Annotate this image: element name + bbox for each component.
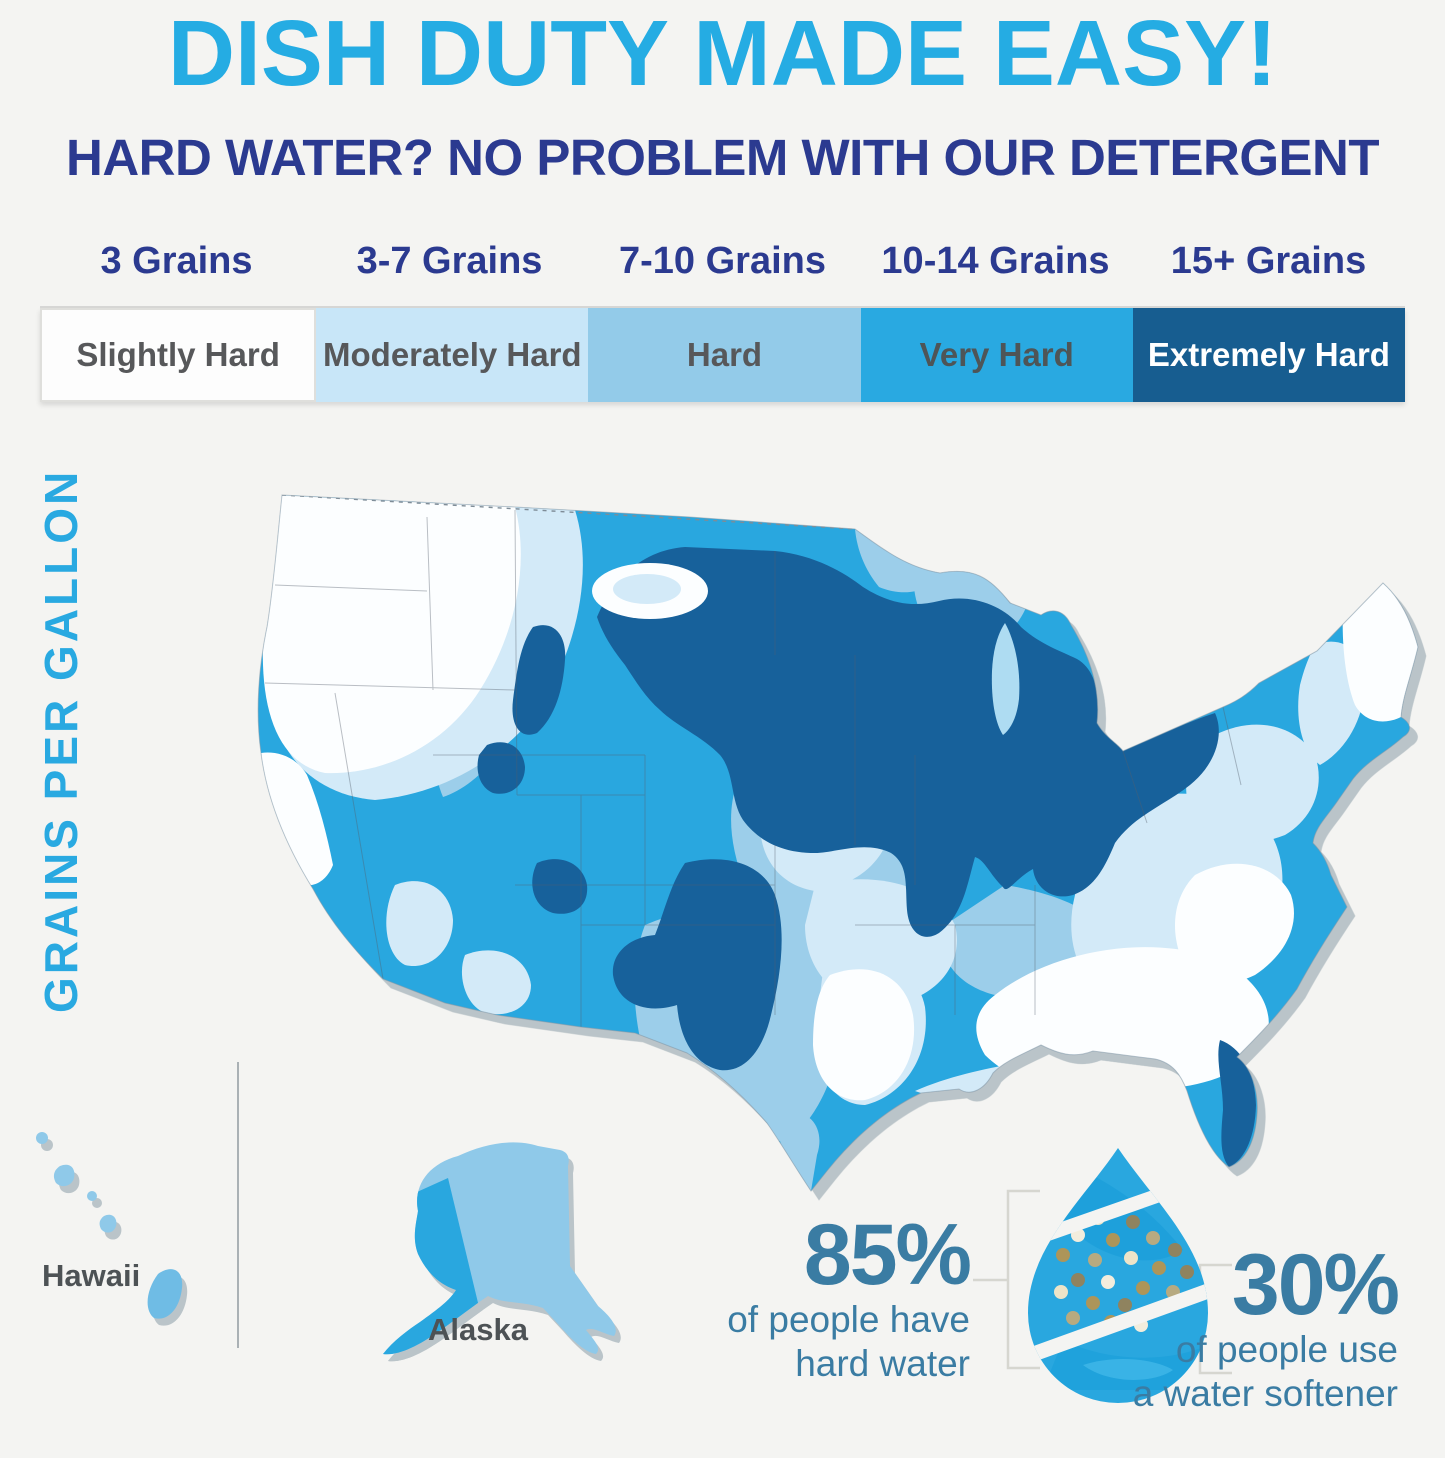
inset-divider [237, 1062, 239, 1348]
hardness-scale: Slightly Hard Moderately Hard Hard Very Har… [40, 308, 1406, 402]
map-slightly-hard-regions [261, 495, 1418, 1101]
hardness-segment-slightly-hard: Slightly Hard [40, 308, 317, 402]
page-title: DISH DUTY MADE EASY! [167, 1, 1278, 105]
grain-range-label: 7-10 Grains [619, 240, 826, 282]
stat-softener-line1: of people use [1175, 1329, 1398, 1370]
stat-hard-water-value: 85% [803, 1207, 972, 1303]
water-drop-icon [1028, 1148, 1208, 1403]
hawaii-label: Hawaii [42, 1258, 141, 1293]
hardness-segment-extremely-hard: Extremely Hard [1132, 308, 1406, 402]
grains-row: 3 Grains 3-7 Grains 7-10 Grains 10-14 Grain… [40, 240, 1405, 283]
us-outline [257, 494, 1419, 1192]
stat-hard-water-line2: hard water [795, 1342, 970, 1384]
stat-softener: 30% of people use a water softener [1080, 1237, 1400, 1415]
axis-label-grains-per-gallon: GRAINS PER GALLON [35, 468, 87, 1013]
alaska-inset-map [383, 1142, 616, 1355]
us-hardness-map [257, 494, 1419, 1192]
alaska-label: Alaska [428, 1312, 528, 1347]
hardness-segment-hard: Hard [588, 308, 861, 402]
stat-softener-line2: a water softener [1132, 1372, 1398, 1414]
canada-border-dashed [281, 495, 856, 530]
grain-range-label: 15+ Grains [1170, 240, 1367, 282]
state-borders [264, 509, 1242, 1027]
page-subtitle: HARD WATER? NO PROBLEM WITH OUR DETERGEN… [66, 129, 1380, 186]
grain-range-label: 3 Grains [100, 240, 253, 282]
map-montana-oval-inner [613, 574, 681, 604]
map-extremely-hard-regions [477, 547, 1256, 1167]
lake-michigan [991, 623, 1020, 735]
hardness-segment-very-hard: Very Hard [860, 308, 1133, 402]
hawaii-inset-map [36, 1132, 183, 1319]
grain-range-label: 3-7 Grains [356, 240, 543, 282]
stat-hard-water-line1: of people have [727, 1299, 970, 1340]
stat-hard-water: 85% of people have hard water [620, 1207, 972, 1385]
grain-range-label: 10-14 Grains [881, 240, 1110, 282]
stat-softener-value: 30% [1231, 1237, 1400, 1333]
hardness-segment-moderately-hard: Moderately Hard [316, 308, 589, 402]
